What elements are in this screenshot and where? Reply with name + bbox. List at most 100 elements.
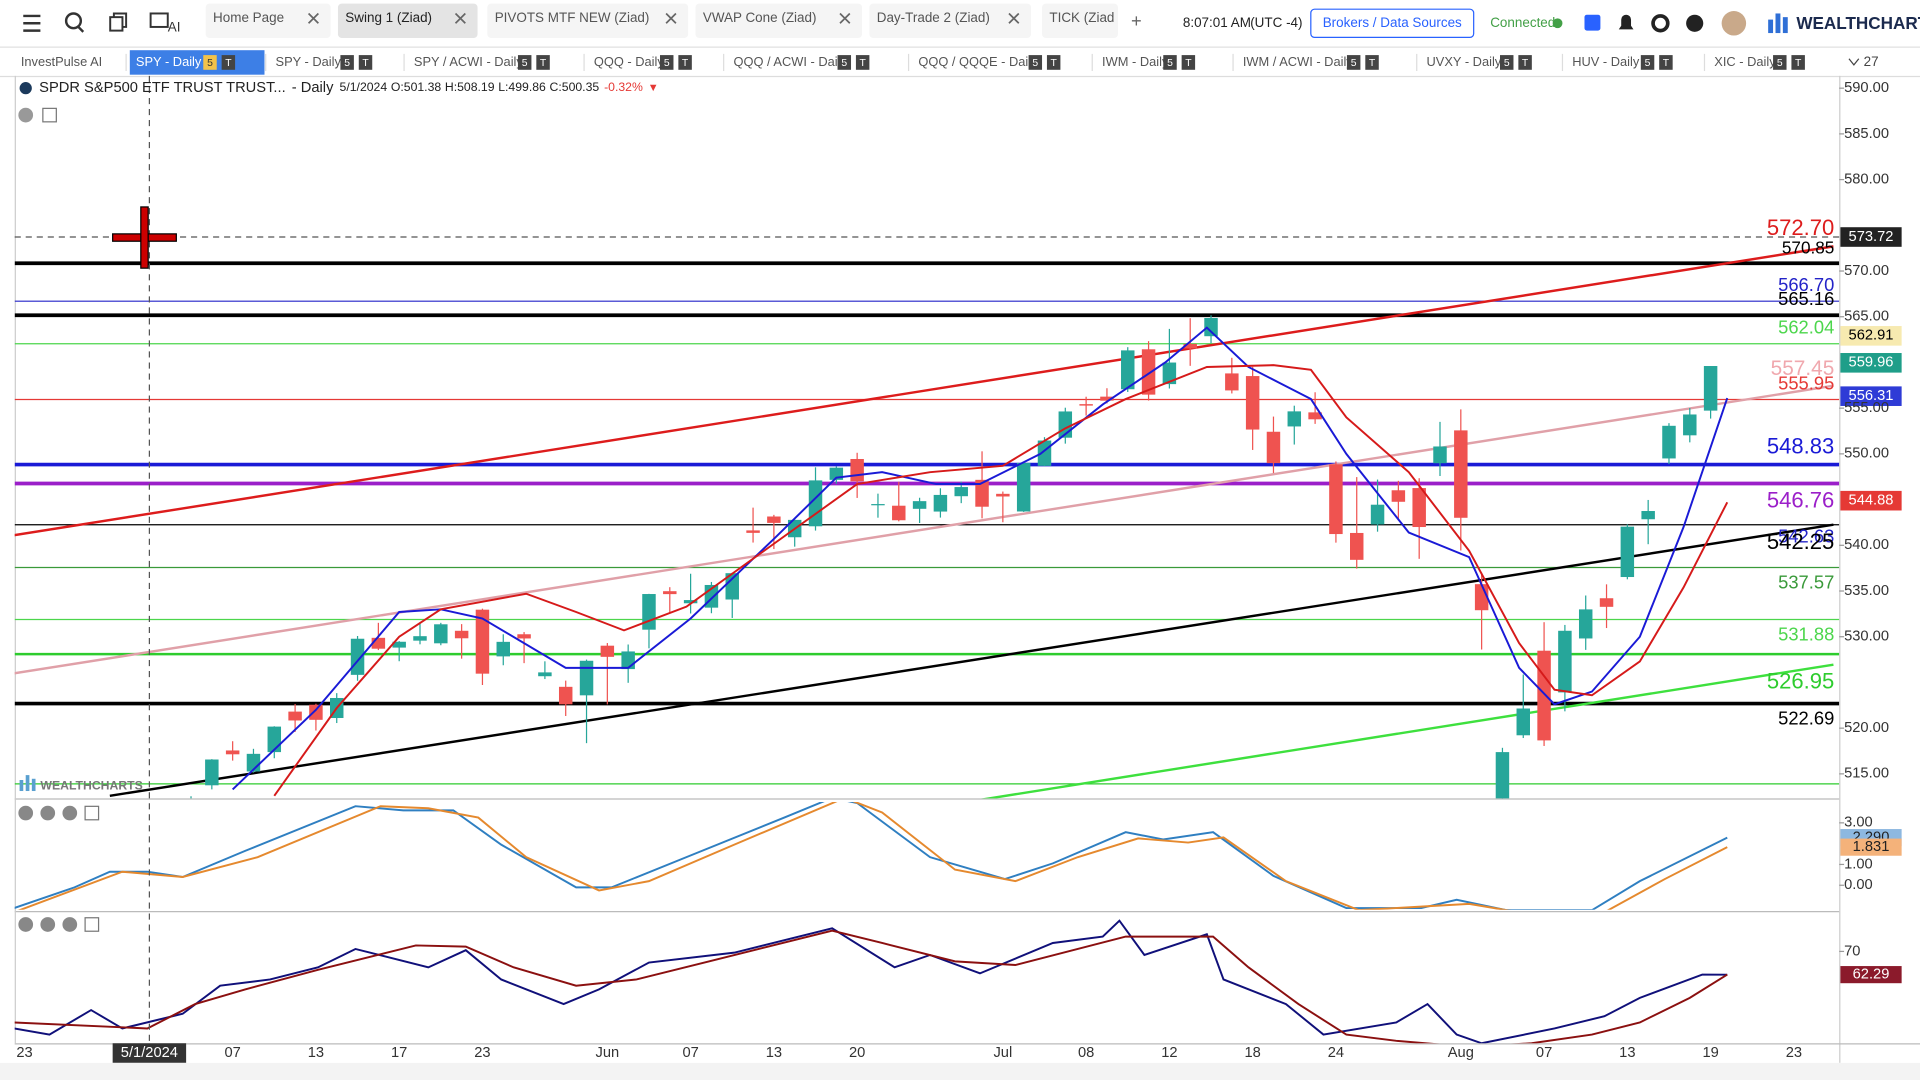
bell-icon[interactable] (1618, 14, 1634, 30)
ai-icon[interactable] (149, 12, 169, 28)
tab-label: Day-Trade 2 (Ziad) (877, 10, 990, 25)
tab-close[interactable] (839, 12, 851, 24)
tab-label: Home Page (213, 10, 284, 25)
pane-tools[interactable] (18, 805, 100, 821)
avatar[interactable] (1721, 11, 1747, 36)
candle-body (1703, 366, 1718, 411)
badge (855, 55, 870, 70)
symbol-tab[interactable]: QQQ - Daily (594, 54, 665, 69)
x-tick-label: 24 (1328, 1045, 1344, 1061)
tab[interactable] (869, 3, 1032, 38)
candle-body (1620, 526, 1635, 578)
price-badge-label: 556.31 (1849, 388, 1894, 404)
trendline (14, 384, 1834, 675)
y-tick-label: 70 (1844, 943, 1860, 959)
x-tick-label: Jul (993, 1045, 1012, 1061)
trendline (14, 245, 1834, 537)
crosshair-badge (1840, 227, 1902, 247)
tab-label: TICK (Ziad (1049, 10, 1114, 25)
candle-body (1558, 630, 1572, 693)
more-tabs[interactable]: 27 (1864, 54, 1879, 69)
symbol-tab[interactable]: IWM - Daily (1102, 54, 1169, 69)
tab-close[interactable] (307, 12, 319, 24)
pane-tools[interactable] (18, 917, 100, 932)
x-tick-label: 07 (682, 1045, 698, 1061)
candle-body (1329, 464, 1343, 535)
save-icon[interactable] (1584, 14, 1601, 31)
y-tick-label: 590.00 (1844, 80, 1889, 96)
x-tick-label: 13 (1619, 1045, 1635, 1061)
copy-icon[interactable] (109, 12, 128, 32)
candle-body (538, 672, 552, 677)
tab-close[interactable] (665, 12, 677, 24)
x-tick-label: 07 (1536, 1045, 1552, 1061)
badge-label: T (362, 58, 369, 69)
badge-label: 5 (664, 58, 670, 69)
tab[interactable] (1042, 3, 1118, 38)
tab-close[interactable] (1008, 12, 1020, 24)
badge (1640, 55, 1655, 70)
badge-label: 5 (1777, 58, 1783, 69)
y-tick-label: 530.00 (1844, 629, 1889, 645)
tab[interactable] (205, 3, 331, 38)
level-label: 566.70 (1778, 274, 1834, 295)
symbol-tab[interactable]: QQQ / QQQE - Daily (918, 54, 1038, 69)
tab[interactable] (695, 3, 863, 38)
y-tick-label: 1.00 (1844, 856, 1873, 872)
badge (837, 55, 852, 70)
badge-label: T (1795, 58, 1802, 69)
symbol-tab[interactable]: IWM / ACWI - Daily (1243, 54, 1353, 69)
settings-icon[interactable] (1651, 14, 1670, 33)
level-label: 526.95 (1767, 669, 1834, 694)
candle-body (621, 651, 635, 670)
tab-label: PIVOTS MTF NEW (Ziad) (495, 10, 650, 25)
symbol-tab[interactable]: HUV - Daily (1572, 54, 1640, 69)
tab[interactable] (487, 3, 689, 38)
cross-tool[interactable] (112, 206, 177, 269)
help-icon[interactable] (1686, 14, 1704, 32)
badge (221, 55, 236, 70)
badge (1346, 55, 1361, 70)
trendline (981, 663, 1834, 799)
y-tick-label: 515.00 (1844, 766, 1889, 782)
candle-body (746, 530, 760, 533)
candle-body (1100, 396, 1114, 401)
status-strip (0, 1062, 1920, 1080)
candle-body (1537, 650, 1551, 741)
symbol-tab[interactable]: UVXY - Daily (1427, 54, 1502, 69)
tab[interactable] (337, 3, 478, 38)
symbol-tab[interactable]: SPY / ACWI - Daily (414, 54, 524, 69)
badge (536, 55, 550, 70)
candle-body (371, 637, 386, 649)
candle-body (392, 641, 406, 648)
tab-close[interactable] (454, 12, 466, 24)
symbol-tab[interactable]: XIC - Daily (1714, 54, 1776, 69)
brokers-button[interactable] (1310, 8, 1475, 38)
badge (1028, 55, 1043, 70)
x-tick-label: 19 (1702, 1045, 1718, 1061)
candle-body (871, 504, 885, 506)
symbol-tab[interactable]: QQQ / ACWI - Daily (733, 54, 847, 69)
badge-label: 5 (1351, 58, 1357, 69)
pane-tools[interactable] (18, 107, 57, 123)
symbol-tab-active[interactable] (129, 50, 265, 75)
legend-arrow: ▼ (648, 82, 659, 94)
symbol-tab[interactable]: SPY - Daily (276, 54, 342, 69)
symbol-tab[interactable]: SPY - Daily (136, 54, 202, 69)
moving-average (273, 364, 1729, 797)
new-tab[interactable]: + (1131, 10, 1142, 31)
y-tick-label: 585.00 (1844, 126, 1889, 142)
candle-body (1204, 318, 1218, 337)
y-tick-label: 580.00 (1844, 171, 1889, 187)
crosshair-badge-label: 573.72 (1849, 229, 1894, 245)
clock: 8:07:01 AM (1183, 15, 1251, 30)
candle-body (767, 516, 781, 523)
menu-icon[interactable] (23, 14, 41, 32)
price-badge (1840, 326, 1902, 346)
candle-body (808, 480, 823, 527)
search-icon[interactable] (64, 12, 85, 33)
symbol-tab[interactable]: InvestPulse AI (21, 54, 102, 69)
badge-label: 5 (1167, 58, 1173, 69)
timezone: (UTC -4) (1250, 15, 1302, 30)
level-label: 542.25 (1767, 529, 1834, 554)
